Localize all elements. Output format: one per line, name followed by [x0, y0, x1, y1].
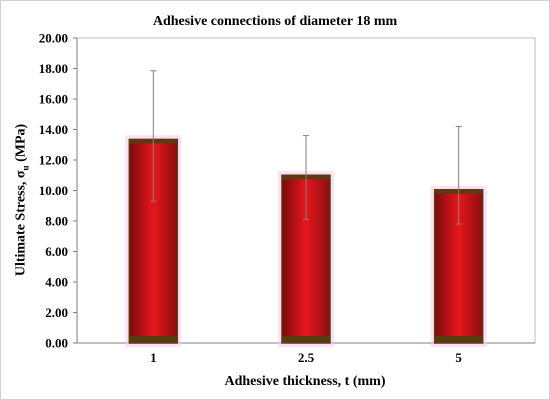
y-tick-label: 4.00 — [45, 275, 68, 290]
x-axis-label: Adhesive thickness, t (mm) — [224, 374, 386, 389]
y-tick-label: 6.00 — [45, 244, 68, 259]
bar-bottom-band — [434, 336, 483, 343]
bar-bottom-band — [282, 336, 330, 343]
y-tick-label: 8.00 — [45, 214, 68, 229]
y-tick-label: 14.00 — [39, 122, 68, 137]
y-tick-label: 12.00 — [39, 153, 68, 168]
y-tick-label: 0.00 — [45, 336, 68, 351]
bar-bottom-band — [129, 336, 178, 343]
error-bars — [150, 70, 462, 225]
tick-labels: 0.00 2.00 4.00 6.00 8.00 10.00 12.00 14.00 16.00… — [39, 31, 463, 366]
chart-title: Adhesive connections of diameter 18 mm — [152, 14, 398, 29]
y-tick-label: 16.00 — [39, 92, 68, 107]
y-tick-label: 2.00 — [45, 305, 68, 320]
y-tick-label: 18.00 — [39, 61, 68, 76]
y-tick-label: 10.00 — [39, 183, 68, 198]
x-tick-label: 5 — [455, 350, 462, 365]
x-tick-label: 1 — [150, 350, 157, 365]
y-tick-label: 20.00 — [39, 31, 68, 46]
x-tick-label: 2.5 — [298, 350, 315, 365]
